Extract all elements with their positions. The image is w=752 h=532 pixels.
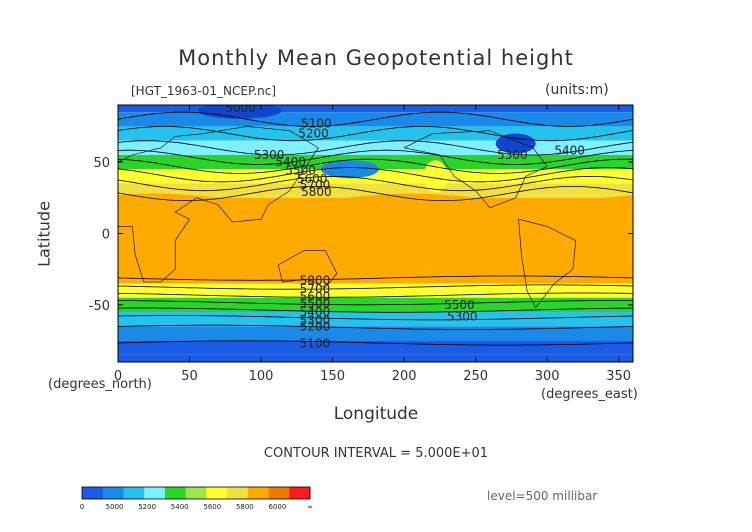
x-tick-label: 100 [249, 369, 274, 384]
colorbar-label: 0 [80, 503, 84, 511]
coastline [518, 218, 577, 309]
colorbar-swatch [164, 487, 187, 499]
colorbar-label: 6000 [269, 503, 287, 511]
contour-label: 5100 [301, 117, 332, 131]
contour-label: 5400 [275, 155, 306, 169]
pacific-ridge [423, 160, 448, 193]
contour-label: 5400 [300, 305, 331, 319]
contour-line [118, 111, 633, 127]
contour-line [118, 167, 633, 183]
contour-line [118, 324, 633, 330]
units-label: (units:m) [545, 82, 609, 98]
contour-label: 5300 [300, 314, 331, 328]
lat-band [118, 326, 633, 341]
pacific-trough [320, 160, 379, 179]
colorbar-swatch [82, 487, 104, 499]
contour-label: 5700 [300, 178, 331, 192]
lat-band [118, 169, 633, 184]
contour-interval-text: CONTOUR INTERVAL = 5.000E+01 [263, 446, 489, 461]
x-tick-label: 300 [535, 369, 560, 384]
contour-line [118, 140, 633, 156]
colorbar-label: 5000 [106, 503, 124, 511]
y-tick-label: -50 [89, 299, 110, 314]
contour-label: 5400 [554, 144, 585, 158]
chart-title: Monthly Mean Geopotential height [178, 46, 574, 70]
contour-line [118, 275, 633, 281]
contour-line [118, 315, 633, 321]
contour-line [118, 175, 633, 192]
lat-band [118, 105, 633, 113]
colorbar-swatch [289, 487, 311, 499]
coastline [118, 126, 319, 283]
colorbar-swatch [268, 487, 290, 499]
contour-label: 5500 [285, 164, 316, 178]
x-tick-label: 250 [463, 369, 488, 384]
y-tick-label: 50 [93, 156, 110, 171]
file-label: [HGT_1963-01_NCEP.nc] [131, 84, 277, 98]
contour-label: 5500 [300, 296, 331, 310]
x-unit-label: (degrees_east) [541, 387, 638, 402]
plot-area: 5000510052005300540055005600570058005300… [118, 101, 633, 362]
y-tick-label: 0 [102, 228, 110, 243]
lat-band [118, 154, 633, 170]
contour-line [118, 149, 633, 165]
colorbar-label: 5200 [138, 503, 156, 511]
contour-label: 5600 [300, 289, 331, 303]
x-tick-label: 200 [392, 369, 417, 384]
contour-label: 5800 [300, 274, 331, 288]
contour-label: 5100 [300, 336, 331, 350]
lat-band [118, 283, 633, 298]
x-tick-label: 0 [114, 369, 122, 384]
colorbar-swatch [144, 487, 166, 499]
colorbar-swatch [102, 487, 124, 499]
colorbar-swatch [247, 487, 270, 499]
contour-line [118, 158, 633, 174]
x-axis-label: Longitude [333, 404, 419, 424]
contour-label: 5300 [497, 148, 528, 162]
contour-line [118, 300, 633, 306]
colorbar-swatch [123, 487, 145, 499]
colorbar-label: 5400 [171, 503, 189, 511]
lat-band [118, 340, 633, 355]
coastline [277, 250, 338, 289]
contour-label: 5000 [225, 101, 256, 115]
contour-label: 5800 [301, 185, 332, 199]
sh-ridge [409, 284, 470, 297]
x-tick-label: 150 [320, 369, 345, 384]
contour-label: 5500 [444, 298, 475, 312]
contour-line [118, 340, 633, 346]
colorbar-swatch [185, 487, 207, 499]
contour-line [118, 307, 633, 313]
tropical-core [118, 204, 633, 274]
contour-label: 5200 [300, 319, 331, 333]
colorbar-label: 5800 [236, 503, 254, 511]
level-text: level=500 millibar [487, 489, 598, 503]
contour-line [118, 126, 633, 142]
contour-label: 5200 [298, 127, 329, 141]
contour-label: 5300 [447, 309, 478, 323]
contour-label: 5700 [300, 282, 331, 296]
contour-label: 5600 [297, 172, 328, 186]
contour-line [118, 284, 633, 290]
colorbar-label: ∞ [307, 503, 313, 511]
x-tick-label: 350 [606, 369, 631, 384]
x-tick-label: 50 [181, 369, 198, 384]
colorbar-label: 5600 [203, 503, 221, 511]
polar-low-east [495, 133, 536, 154]
contour-label: 5300 [254, 148, 285, 162]
y-unit-label: (degrees_north) [48, 377, 152, 392]
lat-band [118, 354, 633, 362]
colorbar-swatch [227, 487, 249, 499]
colorbar-frame [81, 486, 311, 500]
coastline [403, 130, 548, 209]
colorbar-swatch [206, 487, 228, 499]
